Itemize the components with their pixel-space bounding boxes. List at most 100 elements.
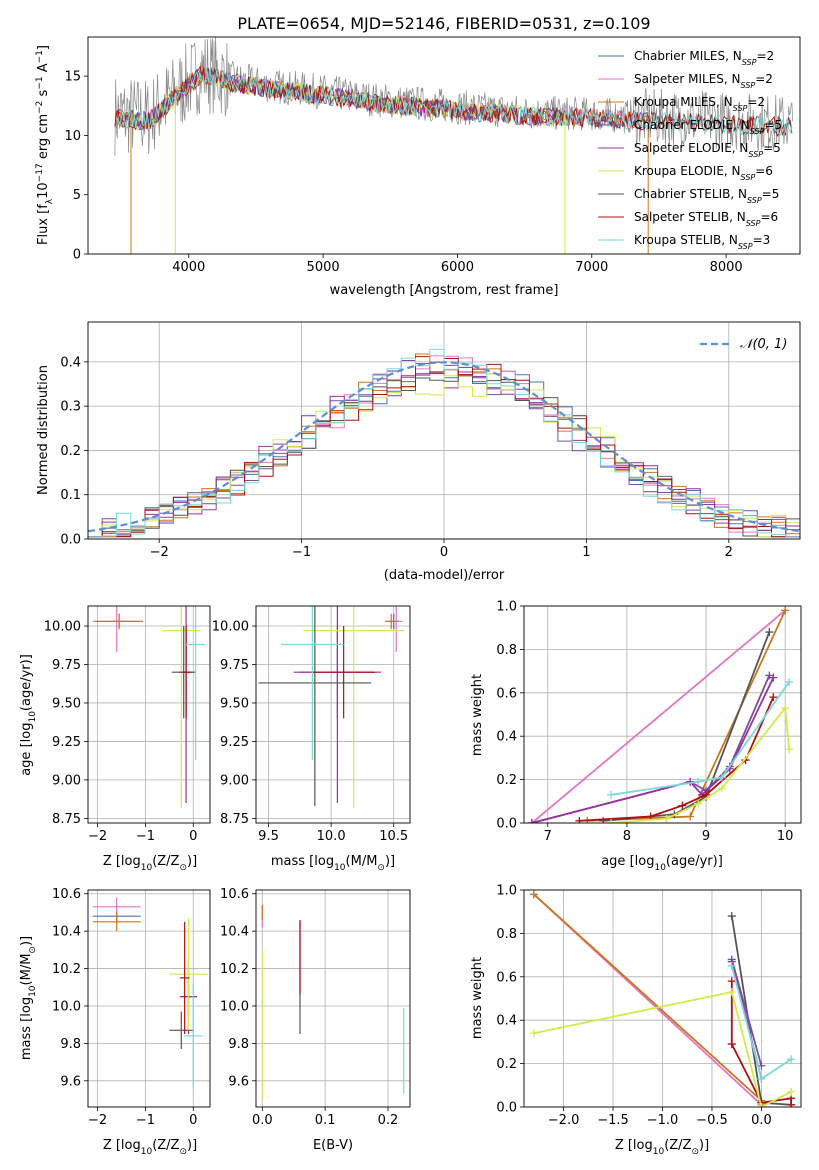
- label-part: mass [log: [271, 854, 334, 869]
- x-tick-label: 0.0: [252, 1113, 273, 1128]
- legend-suffix: =6: [755, 164, 773, 178]
- label-part: mass weight: [470, 957, 485, 1039]
- y-tick-label: 10.2: [52, 962, 81, 977]
- weight-marker-kroupa_stelib: [727, 961, 736, 970]
- y-tick-label: 9.6: [60, 1074, 81, 1089]
- legend-text: Kroupa MILES, N: [634, 95, 733, 109]
- x-tick-label: 8: [623, 829, 631, 844]
- label-superscript: −1: [35, 50, 45, 63]
- axes-frame: [87, 36, 801, 255]
- y-axis-label: Normed distribution: [36, 365, 51, 495]
- y-tick-label: 10.6: [220, 887, 249, 902]
- y-tick-label: 0.4: [60, 355, 81, 370]
- label-subscript: 10: [28, 711, 38, 723]
- legend-text: Kroupa STELIB, N: [634, 233, 738, 247]
- legend-entry: Salpeter ELODIE, NSSP=5: [634, 141, 781, 159]
- weight-vs-metallicity-panel: −2.0 −1.5 −1.0 −0.5 0.0 0.0 0.2 0.4 0.6 0.8 1.0 Z […: [470, 884, 802, 1157]
- x-tick-label: 9: [702, 829, 710, 844]
- x-axis-label: mass [log10(M/M⊙)]: [271, 854, 395, 873]
- label-part: mass weight: [470, 674, 485, 756]
- age-vs-mass-panel: 9.5 10.0 10.5 8.75 9.00 9.25 9.50 9.75 10.00 mass…: [212, 605, 411, 873]
- y-tick-label: 9.75: [52, 658, 81, 673]
- spectrum-panel: 4000 5000 6000 7000 8000 0 5 10 15 wavelength [An…: [35, 36, 801, 298]
- label-part: 10: [36, 182, 51, 199]
- label-subscript: 10: [141, 863, 153, 873]
- weight-marker-kroupa_stelib: [694, 777, 703, 786]
- label-subscript: ⊙: [28, 946, 38, 954]
- y-tick-label: 10.0: [52, 999, 81, 1014]
- mass-vs-metallicity-panel: −2 −1 09.69.810.010.210.410.6Z [log10(Z/Z⊙…: [19, 887, 211, 1157]
- label-part: A: [36, 63, 51, 76]
- legend-suffix: =5: [764, 118, 782, 132]
- y-tick-label: 0.6: [496, 686, 517, 701]
- label-subscript: ⊙: [691, 1147, 699, 1157]
- legend-entry: Salpeter STELIB, NSSP=6: [634, 210, 778, 228]
- y-axis-label: Flux [fλ10−17 erg cm−2 s−1 A−1]: [35, 45, 55, 245]
- legend-text: Salpeter MILES, N: [634, 72, 741, 86]
- legend-text: Kroupa ELODIE, N: [634, 164, 741, 178]
- label-superscript: −17: [35, 163, 45, 182]
- label-part: mass [log: [19, 997, 34, 1060]
- legend-subscript: SSP: [741, 81, 756, 90]
- y-tick-label: 0.0: [496, 1101, 517, 1116]
- x-tick-label: 9.5: [258, 829, 279, 844]
- label-part: s: [36, 89, 51, 100]
- label-subscript: ⊙: [179, 863, 187, 873]
- label-part: Z [log: [103, 854, 141, 869]
- label-part: Flux [f: [36, 204, 51, 245]
- label-part: Z [log: [615, 1138, 653, 1153]
- y-tick-label: 10.4: [52, 925, 81, 940]
- label-subscript: 10: [653, 1147, 665, 1157]
- weight-marker-kroupa_elodie: [727, 987, 736, 996]
- legend-suffix: =2: [755, 72, 773, 86]
- legend-subscript: SSP: [746, 219, 761, 228]
- label-part: )]: [19, 936, 34, 946]
- legend-entry: Chabrier ELODIE, NSSP=5: [634, 118, 782, 136]
- weight-marker-kroupa_elodie: [757, 1103, 766, 1107]
- y-tick-label: 9.75: [220, 658, 249, 673]
- label-subscript: ⊙: [179, 1147, 187, 1157]
- legend-entry: Kroupa ELODIE, NSSP=6: [634, 164, 773, 182]
- y-tick-label: 0.0: [60, 533, 81, 548]
- weight-marker-salpeter_stelib: [787, 1100, 796, 1107]
- weight-marker-salpeter_elodie: [769, 673, 778, 682]
- label-part: age [log: [19, 723, 34, 776]
- label-subscript: 10: [28, 985, 38, 997]
- weight-marker-kroupa_stelib: [717, 773, 726, 782]
- y-tick-label: 0.4: [496, 1014, 517, 1029]
- weight-marker-kroupa_elodie: [717, 784, 726, 793]
- label-subscript: 10: [654, 863, 666, 873]
- x-tick-label: −2: [88, 1113, 107, 1128]
- y-tick-label: 0.8: [496, 927, 517, 942]
- legend-text: Chabrier ELODIE, N: [634, 118, 750, 132]
- y-tick-label: 0.1: [60, 488, 81, 503]
- label-part: (M/M: [346, 854, 378, 869]
- x-axis-label: (data-model)/error: [384, 568, 505, 583]
- plot-area: [114, 37, 794, 254]
- weight-marker-salpeter_stelib: [769, 693, 778, 702]
- x-axis-label: Z [log10(Z/Z⊙)]: [103, 1138, 197, 1157]
- y-tick-label: 10.6: [52, 887, 81, 902]
- y-tick-label: 15: [64, 70, 81, 85]
- legend-entry: 𝒩(0, 1): [740, 337, 787, 352]
- x-tick-label: 1: [582, 545, 590, 560]
- label-part: (M/M: [19, 954, 34, 986]
- y-tick-label: 9.25: [52, 735, 81, 750]
- x-tick-label: −1: [136, 1113, 155, 1128]
- x-tick-label: 10: [777, 829, 794, 844]
- x-tick-label: 0.0: [751, 1113, 772, 1128]
- weight-marker-kroupa_elodie: [781, 703, 790, 712]
- axes-frame: [87, 889, 211, 1108]
- y-tick-label: 9.6: [228, 1074, 249, 1089]
- plot-area: [92, 606, 206, 808]
- weight-marker-kroupa_elodie: [787, 1087, 796, 1096]
- y-tick-label: 0.6: [496, 970, 517, 985]
- axes-frame: [255, 889, 411, 1108]
- y-tick-label: 9.00: [220, 773, 249, 788]
- legend-suffix: =2: [756, 49, 774, 63]
- legend-subscript: SSP: [738, 242, 753, 251]
- legend-entry: Salpeter MILES, NSSP=2: [634, 72, 773, 90]
- legend-entry: Kroupa MILES, NSSP=2: [634, 95, 765, 113]
